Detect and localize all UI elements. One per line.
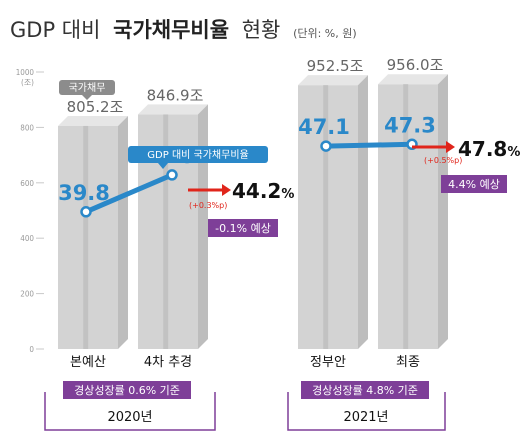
y-tick-label: 1000 <box>16 68 35 77</box>
y-tick-label: 600 <box>20 179 34 188</box>
ratio-point-2 <box>320 140 332 152</box>
ratio-value-label: 47.1 <box>298 115 350 139</box>
forecast-2021-arrowhead <box>446 141 455 153</box>
growth-2020-label: 경상성장률 0.6% 기준 <box>74 384 180 397</box>
y-tick-label: 0 <box>29 345 34 354</box>
debt-bar-top <box>58 115 128 126</box>
year-2021-label: 2021년 <box>343 410 388 425</box>
y-tick-label: 400 <box>20 234 34 243</box>
title-prefix: GDP 대비 <box>10 18 100 42</box>
legend-ratio-pointer <box>158 163 168 169</box>
debt-bar-top <box>138 104 208 115</box>
year-2020-label: 2020년 <box>107 410 152 425</box>
title-unit: (단위: %, 원) <box>293 27 357 40</box>
chart-title: GDP 대비 국가채무비율 현황 (단위: %, 원) <box>10 18 357 42</box>
growth-2021-box <box>301 381 429 399</box>
debt-bar-top <box>298 75 368 86</box>
y-tick-label: 800 <box>20 123 34 132</box>
ratio-value-label: 47.3 <box>384 113 436 137</box>
legend-ratio-box <box>128 146 268 163</box>
forecast-2021: (+0.5%p) 47.8% 4.4% 예상 <box>412 137 520 193</box>
forecast-2020-note: -0.1% 예상 <box>215 222 271 235</box>
legend-ratio-label: GDP 대비 국가채무비율 <box>147 149 248 161</box>
debt-bar-stripe <box>83 125 89 350</box>
debt-bar-side <box>358 75 368 349</box>
legend-debt-label: 국가채무 <box>69 82 106 94</box>
year-2020-bracket <box>44 392 216 431</box>
debt-value-label: 952.5조 <box>307 57 364 75</box>
legend-debt-pointer <box>82 95 92 100</box>
debt-bar-stripe <box>323 85 329 349</box>
ratio-value-label: 39.8 <box>58 181 110 205</box>
ratio-point-1 <box>166 169 178 181</box>
title-suffix: 현황 <box>242 18 281 42</box>
forecast-2021-delta: (+0.5%p) <box>424 156 462 165</box>
category-label: 본예산 <box>70 355 106 370</box>
category-label: 4차 추경 <box>144 355 192 370</box>
category-label: 정부안 <box>310 355 346 370</box>
forecast-2020-delta: (+0.3%p) <box>189 201 227 210</box>
y-tick-label: 200 <box>20 290 34 299</box>
debt-bar-0 <box>58 115 128 350</box>
debt-value-label: 956.0조 <box>387 56 444 74</box>
forecast-2021-note: 4.4% 예상 <box>448 178 500 191</box>
debt-bar-3 <box>378 74 448 350</box>
forecast-2020: (+0.3%p) 44.2% -0.1% 예상 <box>188 179 294 237</box>
forecast-2020-note-box <box>208 219 278 237</box>
forecast-2021-value: 47.8% <box>458 137 520 161</box>
debt-value-label: 805.2조 <box>67 98 124 116</box>
ratio-line-segment-1 <box>323 141 415 149</box>
ratio-line-layer <box>80 138 418 218</box>
debt-bar-stripe <box>403 84 409 350</box>
y-unit-label: (조) <box>21 78 34 87</box>
forecast-2020-arrowhead <box>222 184 231 196</box>
growth-2021-label: 경상성장률 4.8% 기준 <box>312 384 418 397</box>
debt-bar-side <box>438 74 448 350</box>
debt-value-label: 846.9조 <box>147 86 204 104</box>
forecast-2020-value: 44.2% <box>232 179 294 203</box>
legend-debt: 국가채무 <box>59 80 115 100</box>
growth-2020-box <box>63 381 191 399</box>
ratio-line-segment-0 <box>83 172 175 215</box>
legend-ratio: GDP 대비 국가채무비율 <box>128 146 268 169</box>
category-label: 최종 <box>396 355 420 370</box>
debt-bar-stripe <box>163 114 169 350</box>
legend-debt-box <box>59 80 115 95</box>
debt-bar-side <box>198 104 208 350</box>
debt-bar-side <box>118 115 128 350</box>
debt-bar-top <box>378 74 448 85</box>
y-axis: 0 200 400 600 800 1000(조) <box>16 68 44 354</box>
ratio-point-0 <box>80 206 92 218</box>
title-bold: 국가채무비율 <box>113 18 229 42</box>
forecast-2021-note-box <box>441 175 507 193</box>
debt-bar-1 <box>138 104 208 350</box>
year-2021-bracket <box>287 392 446 431</box>
